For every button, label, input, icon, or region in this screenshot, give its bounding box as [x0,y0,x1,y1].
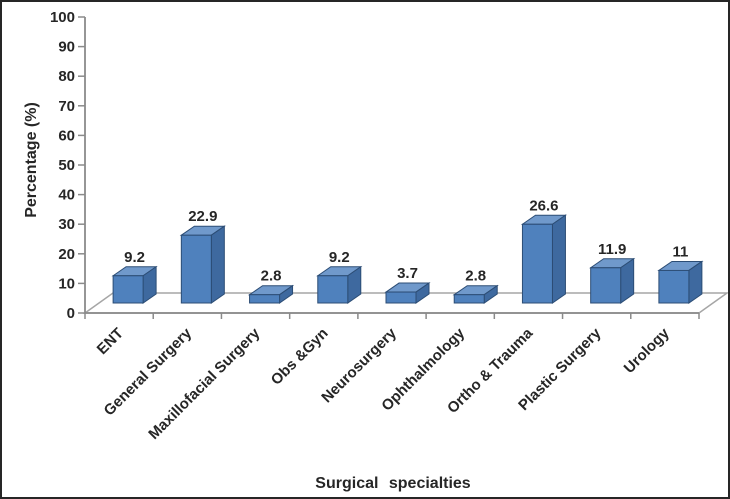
bar-front-face [385,291,417,304]
y-tick-label: 90 [58,39,75,56]
y-axis-title: Percentage (%) [23,102,40,218]
y-tick-label: 70 [58,98,75,115]
y-tick-label: 100 [50,9,75,26]
category-label: Obs &Gyn [268,325,332,389]
bar-value-label: 3.7 [397,265,418,282]
y-tick-label: 50 [58,157,75,174]
bar-value-label: 2.8 [465,268,486,285]
bar-front-face [112,275,144,304]
bar-value-label: 11.9 [598,241,626,258]
x-axis-title: Surgical specialties [315,475,471,492]
category-label: ENT [94,325,127,358]
bar-value-label: 2.8 [261,268,282,285]
bar-value-label: 9.2 [329,249,350,266]
category-label: Urology [621,324,674,377]
bar-side-face [210,225,225,304]
y-tick-label: 20 [58,246,75,263]
bar-front-face [658,269,690,304]
bar-side-face [551,214,566,304]
bar-value-label: 11 [672,243,688,260]
bar-front-face [590,267,622,304]
plot-area: 01020304050607080901009.2ENT22.9General … [50,9,728,443]
y-tick-label: 80 [58,68,75,85]
bar-value-label: 9.2 [124,249,145,266]
bar-value-label: 22.9 [188,208,217,225]
bar-front-face [521,223,553,304]
y-tick-label: 0 [67,305,75,322]
y-tick-label: 60 [58,127,75,144]
y-tick-label: 40 [58,187,75,204]
category-label: Maxillofacial Surgery [145,324,264,443]
bar-front-face [180,234,212,304]
y-tick-label: 30 [58,216,75,233]
bar-value-label: 26.6 [529,197,558,214]
bar-front-face [317,275,349,304]
y-tick-label: 10 [58,275,75,292]
bar-front-face [453,294,485,304]
bar-front-face [249,294,281,304]
